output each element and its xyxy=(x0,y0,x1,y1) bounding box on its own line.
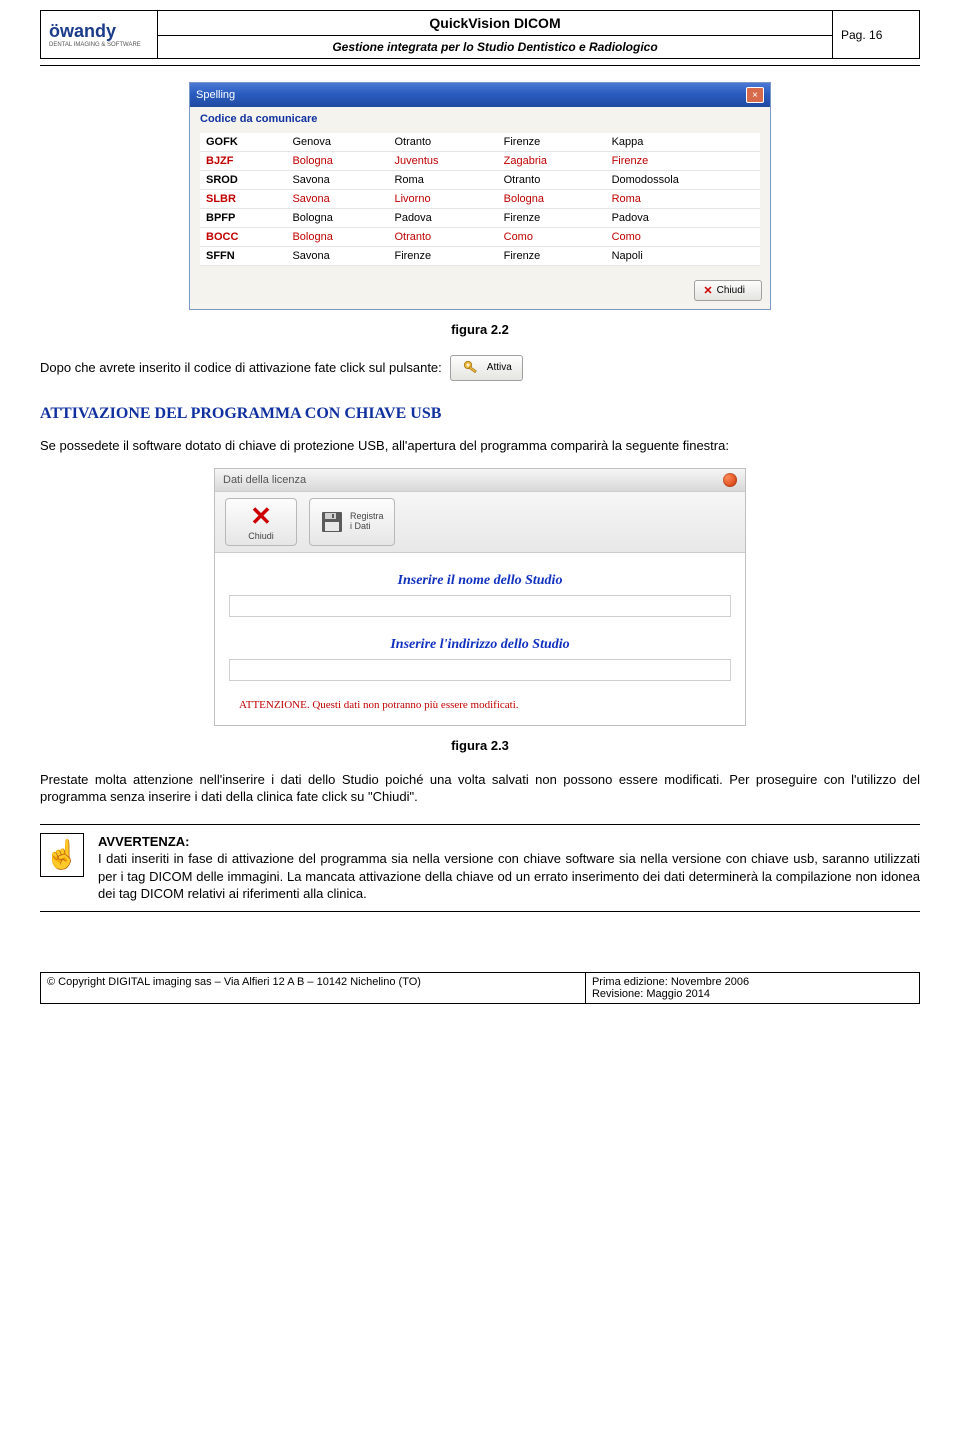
page-number: Pag. 16 xyxy=(833,11,920,59)
notice-body: I dati inseriti in fase di attivazione d… xyxy=(98,851,920,901)
toolbar-save-label: Registra i Dati xyxy=(350,512,384,532)
spelling-table: GOFKGenovaOtrantoFirenzeKappaBJZFBologna… xyxy=(200,133,760,266)
toolbar-save-button[interactable]: Registra i Dati xyxy=(309,498,395,546)
x-icon: ✕ xyxy=(250,503,272,529)
header-title-cell: QuickVision DICOM xyxy=(158,11,833,36)
toolbar-close-button[interactable]: ✕ Chiudi xyxy=(225,498,297,546)
section-heading: ATTIVAZIONE DEL PROGRAMMA CON CHIAVE USB xyxy=(40,405,920,423)
table-row: BOCCBolognaOtrantoComoComo xyxy=(200,228,760,247)
footer-left: © Copyright DIGITAL imaging sas – Via Al… xyxy=(41,972,586,1003)
figure-caption-23: figura 2.3 xyxy=(40,738,920,753)
license-titlebar: Dati della licenza xyxy=(215,469,745,492)
table-row: BJZFBolognaJuventusZagabriaFirenze xyxy=(200,152,760,171)
license-toolbar: ✕ Chiudi Registra i Dati xyxy=(215,492,745,553)
license-body: Inserire il nome dello Studio Inserire l… xyxy=(215,553,745,725)
close-dot-icon[interactable] xyxy=(723,473,737,487)
para1-text: Dopo che avrete inserito il codice di at… xyxy=(40,359,442,377)
chiudi-button[interactable]: ✕ Chiudi xyxy=(694,280,762,301)
hand-icon: ☝ xyxy=(40,833,84,877)
attiva-button[interactable]: Attiva xyxy=(450,355,523,381)
logo-cell: öwandy DENTAL IMAGING & SOFTWARE xyxy=(41,11,158,59)
floppy-icon xyxy=(320,510,344,534)
close-icon[interactable]: × xyxy=(746,87,764,103)
logo-text: öwandy xyxy=(49,21,149,42)
input-studio-addr[interactable] xyxy=(229,659,731,681)
table-row: SFFNSavonaFirenzeFirenzeNapoli xyxy=(200,247,760,266)
notice-box: ☝ AVVERTENZA: I dati inseriti in fase di… xyxy=(40,824,920,912)
spelling-title: Spelling xyxy=(196,89,235,101)
page-header: öwandy DENTAL IMAGING & SOFTWARE QuickVi… xyxy=(40,10,920,59)
input-studio-name[interactable] xyxy=(229,595,731,617)
table-row: GOFKGenovaOtrantoFirenzeKappa xyxy=(200,133,760,152)
spelling-titlebar: Spelling × xyxy=(190,83,770,107)
para3: Prestate molta attenzione nell'inserire … xyxy=(40,771,920,806)
table-row: SRODSavonaRomaOtrantoDomodossola xyxy=(200,171,760,190)
notice-text: AVVERTENZA: I dati inseriti in fase di a… xyxy=(98,833,920,903)
spelling-subtitle: Codice da comunicare xyxy=(190,107,770,133)
label-studio-addr: Inserire l'indirizzo dello Studio xyxy=(229,637,731,653)
para-attiva: Dopo che avrete inserito il codice di at… xyxy=(40,355,920,381)
notice-title: AVVERTENZA: xyxy=(98,834,189,849)
header-divider xyxy=(40,65,920,66)
table-row: SLBRSavonaLivornoBolognaRoma xyxy=(200,190,760,209)
footer-right: Prima edizione: Novembre 2006 Revisione:… xyxy=(585,972,919,1003)
figure-caption-22: figura 2.2 xyxy=(40,322,920,337)
spelling-window: Spelling × Codice da comunicare GOFKGeno… xyxy=(189,82,771,310)
close-x-icon: ✕ xyxy=(703,284,712,297)
doc-title: QuickVision DICOM xyxy=(166,15,824,31)
table-row: BPFPBolognaPadovaFirenzePadova xyxy=(200,209,760,228)
notice-bottom-line xyxy=(40,911,920,912)
toolbar-close-label: Chiudi xyxy=(248,531,274,541)
chiudi-label: Chiudi xyxy=(717,285,745,296)
logo-subtext: DENTAL IMAGING & SOFTWARE xyxy=(49,42,149,48)
header-subtitle-cell: Gestione integrata per lo Studio Dentist… xyxy=(158,36,833,59)
para2: Se possedete il software dotato di chiav… xyxy=(40,437,920,455)
license-warning: ATTENZIONE. Questi dati non potranno più… xyxy=(229,699,731,711)
key-icon xyxy=(461,359,481,377)
license-window: Dati della licenza ✕ Chiudi Registr xyxy=(214,468,746,726)
attiva-label: Attiva xyxy=(487,361,512,375)
label-studio-name: Inserire il nome dello Studio xyxy=(229,573,731,589)
page-footer: © Copyright DIGITAL imaging sas – Via Al… xyxy=(40,972,920,1004)
license-title: Dati della licenza xyxy=(223,474,306,486)
doc-subtitle: Gestione integrata per lo Studio Dentist… xyxy=(166,40,824,54)
